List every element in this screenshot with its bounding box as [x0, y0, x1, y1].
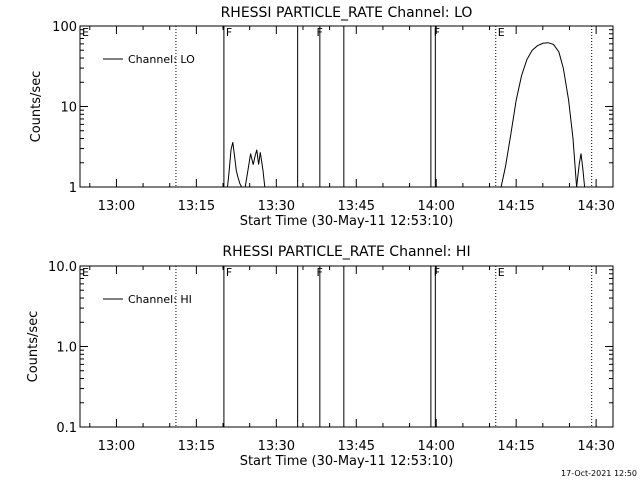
x-tick-label: 13:45 — [338, 199, 375, 214]
x-tick-label: 14:15 — [497, 199, 534, 214]
flag-letter: F — [317, 26, 323, 39]
y-tick-label: 10.0 — [48, 260, 77, 275]
flag-letter: E — [498, 266, 505, 279]
flag-letter: F — [434, 26, 440, 39]
x-tick-label: 14:30 — [577, 199, 614, 214]
flag-letter: F — [226, 26, 232, 39]
legend-label: Channel: HI — [128, 293, 192, 306]
chart-title: RHESSI PARTICLE_RATE Channel: LO — [221, 5, 473, 21]
flag-letter: E — [82, 26, 89, 39]
flag-letter: E — [82, 266, 89, 279]
x-tick-label: 13:15 — [178, 199, 215, 214]
y-tick-label: 0.1 — [56, 421, 77, 436]
panel-lo: RHESSI PARTICLE_RATE Channel: LO 1 10 100 13… — [29, 5, 615, 229]
plot-frame — [79, 25, 614, 188]
y-tick-label: 1 — [69, 181, 77, 196]
panel-hi: RHESSI PARTICLE_RATE Channel: HI 0.1 1.0 10… — [26, 244, 615, 469]
series-line — [244, 149, 266, 188]
x-tick-label: 13:15 — [178, 439, 215, 454]
legend-label: Channel: LO — [128, 53, 195, 66]
series-line — [227, 142, 243, 188]
x-tick-label: 13:00 — [98, 199, 135, 214]
y-axis-label: Counts/sec — [26, 311, 41, 383]
flag-letter: F — [226, 266, 232, 279]
x-tick-label: 14:15 — [497, 439, 534, 454]
y-axis-label: Counts/sec — [29, 71, 44, 143]
x-tick-label: 13:30 — [258, 439, 295, 454]
x-tick-label: 14:30 — [577, 439, 614, 454]
footer-timestamp: 17-Oct-2021 12:50 — [561, 469, 637, 478]
x-tick-label: 13:30 — [258, 199, 295, 214]
x-tick-label: 14:00 — [417, 439, 454, 454]
x-tick-label: 13:00 — [98, 439, 135, 454]
y-tick-label: 100 — [52, 20, 77, 35]
flag-letter: F — [434, 266, 440, 279]
y-tick-label: 1.0 — [56, 341, 77, 356]
x-tick-label: 14:00 — [417, 199, 454, 214]
series-line — [576, 153, 586, 188]
x-axis-label: Start Time (30-May-11 12:53:10) — [240, 214, 454, 229]
y-tick-label: 10 — [60, 101, 77, 116]
chart-title: RHESSI PARTICLE_RATE Channel: HI — [222, 244, 470, 260]
x-tick-label: 13:45 — [338, 439, 375, 454]
series-line — [500, 42, 578, 188]
flag-letter: F — [317, 266, 323, 279]
x-axis-label: Start Time (30-May-11 12:53:10) — [240, 454, 454, 469]
flag-letter: E — [498, 26, 505, 39]
plot-frame — [79, 265, 614, 428]
